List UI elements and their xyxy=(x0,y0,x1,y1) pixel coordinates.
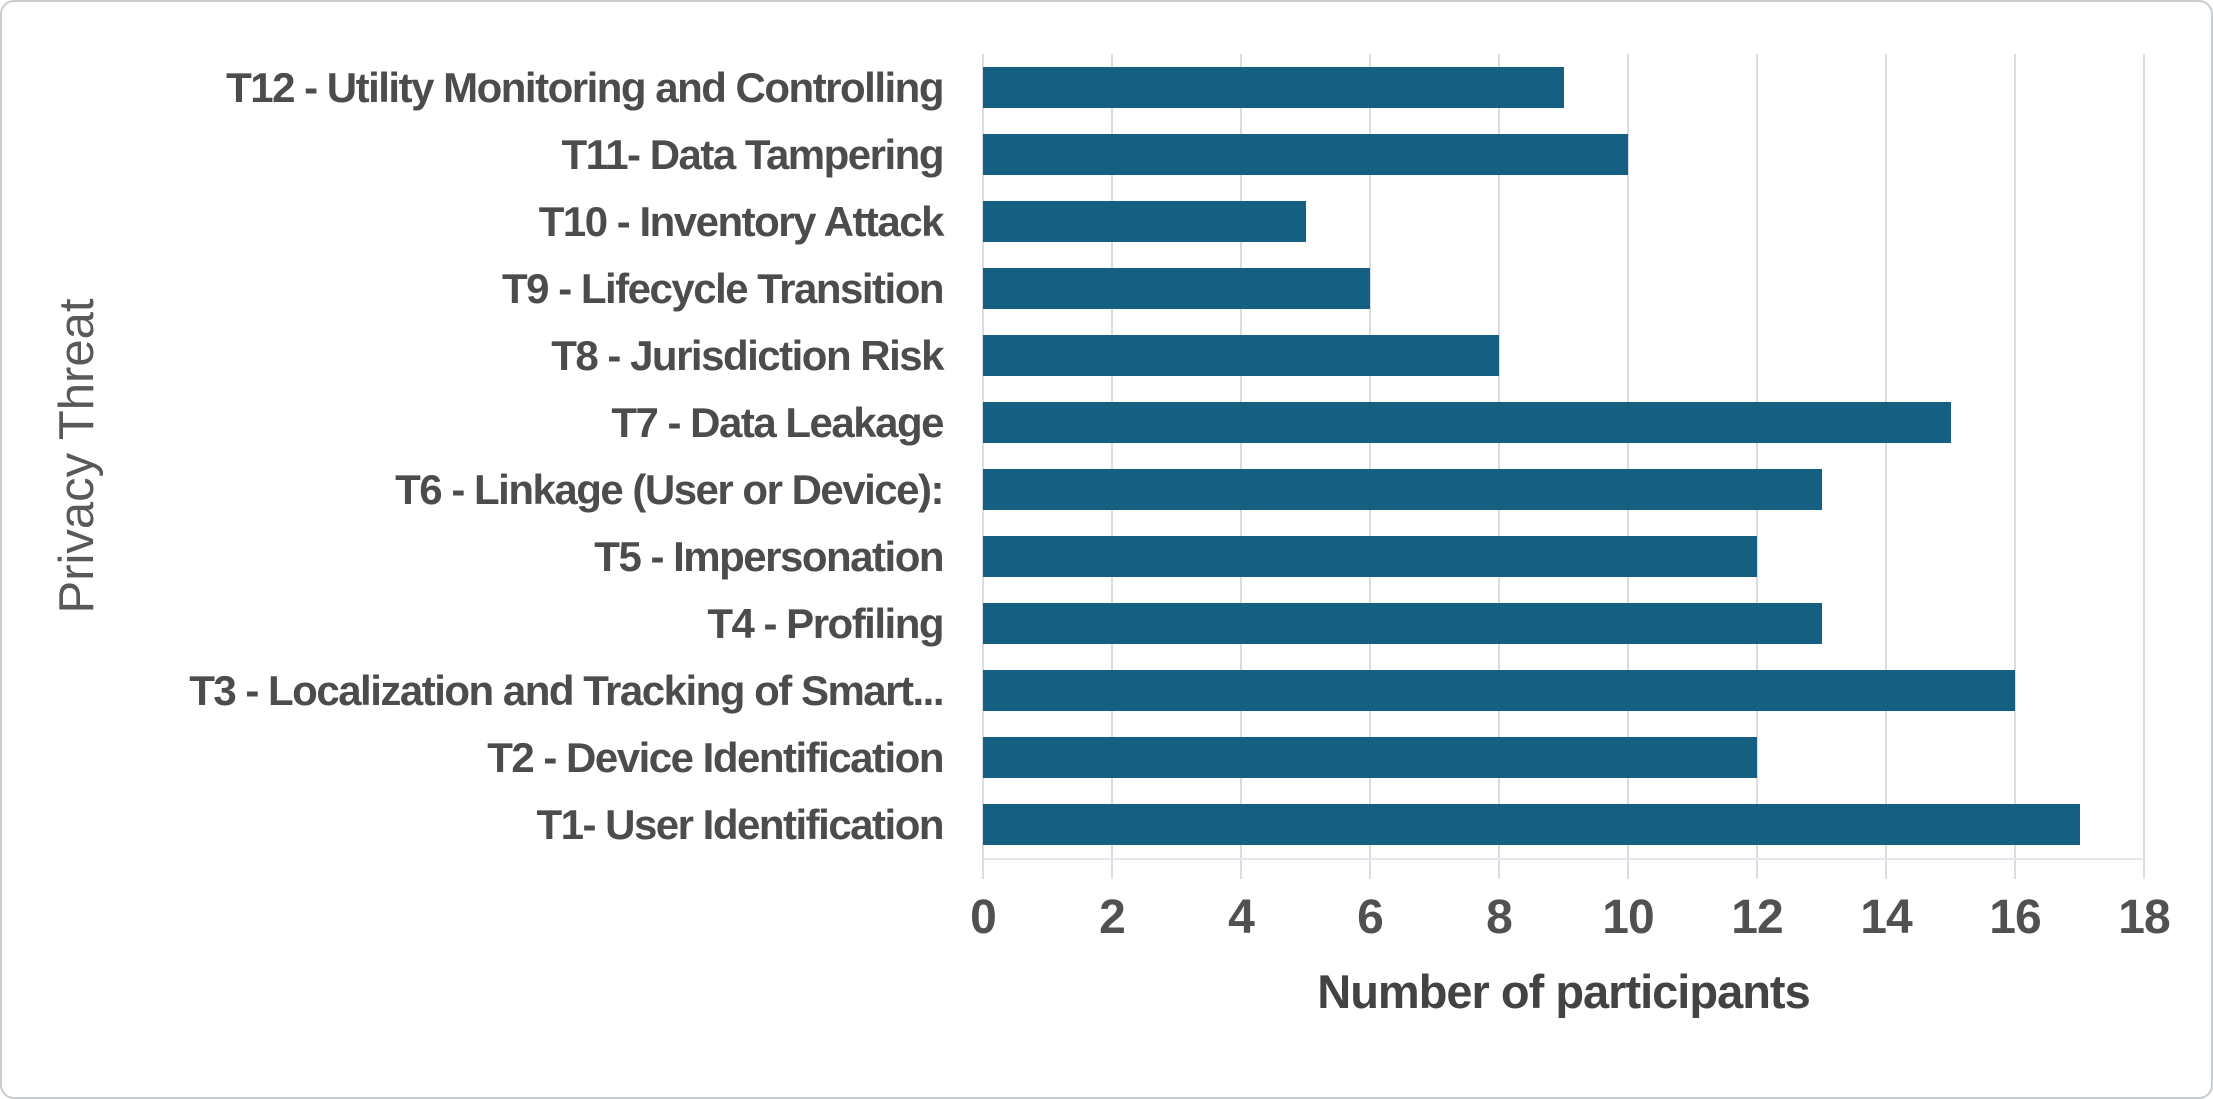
bar xyxy=(983,536,1757,577)
x-tick-label: 18 xyxy=(2118,891,2170,944)
bar xyxy=(983,335,1499,376)
bar xyxy=(983,201,1306,242)
x-axis-tick xyxy=(982,858,984,879)
category-label: T12 - Utility Monitoring and Controlling xyxy=(226,63,944,111)
x-axis-tick xyxy=(1111,858,1113,879)
bar xyxy=(983,67,1564,108)
x-axis-tick xyxy=(2143,858,2145,879)
x-tick-label: 4 xyxy=(1228,891,1255,944)
x-axis-tick xyxy=(1627,858,1629,879)
x-axis-tick xyxy=(1498,858,1500,879)
x-tick-label: 12 xyxy=(1731,891,1783,944)
bar xyxy=(983,402,1951,443)
x-tick-label: 6 xyxy=(1357,891,1384,944)
category-label: T6 - Linkage (User or Device): xyxy=(395,465,944,513)
gridline xyxy=(2014,54,2016,858)
bar xyxy=(983,603,1822,644)
category-label: T4 - Profiling xyxy=(707,599,944,647)
gridline xyxy=(1240,54,1242,858)
x-tick-label: 2 xyxy=(1099,891,1126,944)
x-tick-label: 0 xyxy=(970,891,997,944)
gridline xyxy=(1756,54,1758,858)
category-label: T9 - Lifecycle Transition xyxy=(502,264,944,312)
category-label: T10 - Inventory Attack xyxy=(538,197,945,245)
gridline xyxy=(1369,54,1371,858)
x-axis-tick xyxy=(1369,858,1371,879)
gridline xyxy=(1885,54,1887,858)
gridline xyxy=(1498,54,1500,858)
bar xyxy=(983,737,1757,778)
bar xyxy=(983,134,1628,175)
x-axis-line xyxy=(983,858,2144,860)
x-axis-title: Number of participants xyxy=(1317,965,1810,1018)
x-axis-tick xyxy=(1240,858,1242,879)
category-label: T8 - Jurisdiction Risk xyxy=(551,331,944,379)
category-label: T1- User Identification xyxy=(536,800,944,848)
x-tick-label: 10 xyxy=(1602,891,1654,944)
bar xyxy=(983,268,1370,309)
category-label: T7 - Data Leakage xyxy=(611,398,944,446)
gridline xyxy=(982,54,984,858)
category-label: T2 - Device Identification xyxy=(487,733,944,781)
bar xyxy=(983,469,1822,510)
category-label: T3 - Localization and Tracking of Smart.… xyxy=(189,666,944,714)
gridline xyxy=(1627,54,1629,858)
x-axis-tick xyxy=(1756,858,1758,879)
x-tick-label: 8 xyxy=(1486,891,1513,944)
x-tick-label: 14 xyxy=(1860,891,1912,944)
category-label: T11- Data Tampering xyxy=(561,130,945,178)
x-tick-label: 16 xyxy=(1989,891,2041,944)
gridline xyxy=(1111,54,1113,858)
bar xyxy=(983,804,2080,845)
x-axis-tick xyxy=(2014,858,2016,879)
category-label: T5 - Impersonation xyxy=(594,532,944,580)
gridline xyxy=(2143,54,2145,858)
x-axis-tick xyxy=(1885,858,1887,879)
bar xyxy=(983,670,2015,711)
